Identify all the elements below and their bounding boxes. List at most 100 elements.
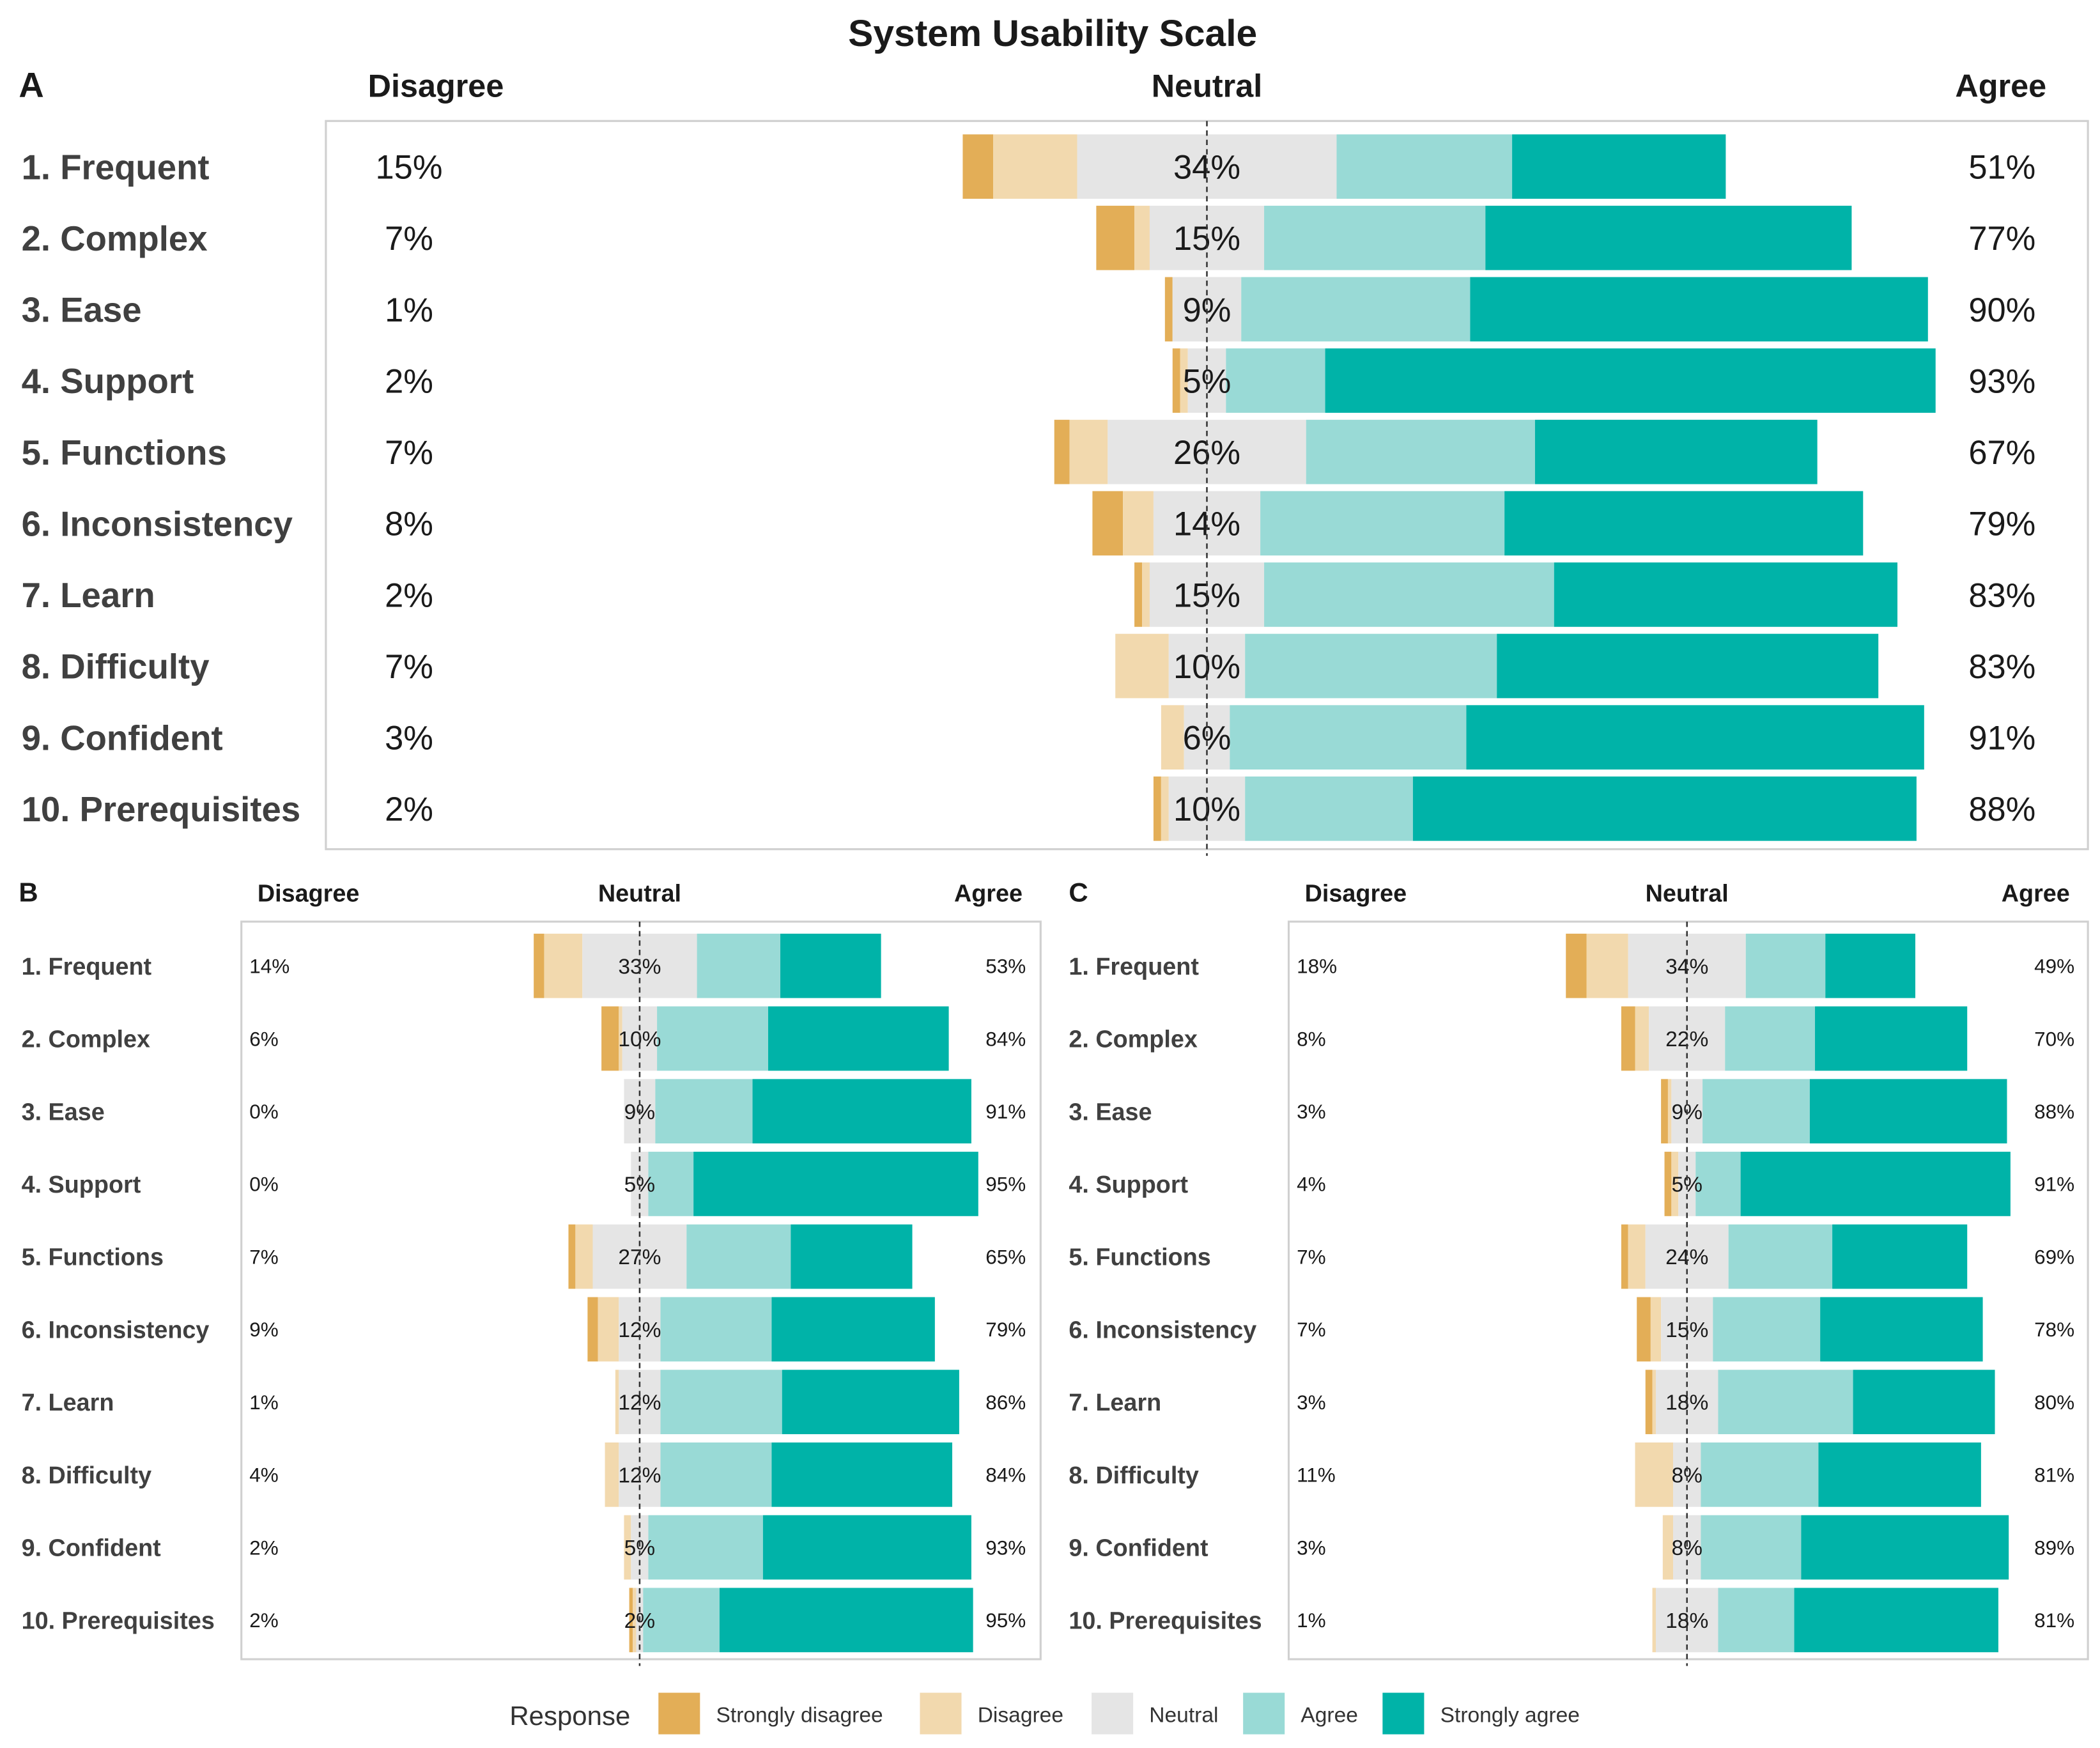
bar-row: 3. Ease 1% 9% 90% [22,277,2035,342]
bar-segment-d [1161,705,1184,770]
bar-segment-d [605,1442,619,1507]
legend-item-sa: Strongly agree [1382,1692,1580,1735]
disagree-percent: 3% [385,720,433,757]
bar-segment-sa [780,933,881,998]
bar-segment-sd [1621,1006,1635,1071]
bar-segment-a [648,1152,694,1216]
header-agree: Agree [1955,68,2046,104]
bar-segment-a [1745,933,1826,998]
panel-letter: B [19,878,38,908]
bar-segment-sa [1794,1588,1998,1653]
bar-segment-sa [1809,1079,2007,1144]
bar-segment-sa [1412,776,1917,841]
bar-segment-sa [1534,419,1818,484]
disagree-percent: 7% [1297,1319,1325,1341]
bar-segment-a [1718,1370,1853,1434]
disagree-percent: 0% [249,1101,278,1123]
category-label: 7. Learn [22,1389,114,1416]
agree-percent: 88% [1968,791,2035,828]
bar-segment-sa [782,1370,959,1434]
bar-segment-sd [1621,1224,1628,1289]
legend-item-n: Neutral [1092,1692,1218,1735]
bar-segment-sd [1172,348,1180,413]
agree-percent: 95% [985,1173,1026,1196]
disagree-percent: 3% [1297,1101,1325,1123]
legend: Response Strongly disagree Disagree Neutral… [509,1692,1580,1735]
neutral-percent: 27% [618,1246,661,1269]
agree-percent: 83% [1968,577,2035,614]
category-label: 4. Support [22,1172,141,1198]
disagree-percent: 7% [1297,1246,1325,1268]
bar-segment-a [1230,705,1467,770]
bar-segment-a [1701,1515,1802,1580]
bar-segment-d [1134,205,1150,270]
bar-segment-sa [1815,1006,1968,1071]
bar-segment-sd [1664,1152,1672,1216]
bar-segment-d [544,933,583,998]
bar-row: 1. Frequent 18% 34% 49% [1069,933,2074,998]
agree-percent: 67% [1968,435,2035,472]
category-label: 5. Functions [1069,1244,1210,1271]
bar-segment-sd [601,1006,619,1071]
bar-segment-a [1264,562,1554,627]
category-label: 3. Ease [1069,1099,1152,1125]
panel-letter: C [1069,878,1088,908]
bar-segment-sa [1853,1370,1995,1434]
bar-row: 4. Support 4% 5% 91% [1069,1152,2074,1216]
bar-segment-d [1142,562,1150,627]
disagree-percent: 1% [249,1391,278,1414]
bar-segment-a [1728,1224,1833,1289]
bar-segment-a [660,1297,772,1362]
bar-segment-d [615,1370,619,1434]
category-label: 8. Difficulty [22,1462,152,1489]
bar-segment-d [1667,1079,1672,1144]
agree-percent: 69% [2034,1246,2074,1268]
disagree-percent: 7% [385,220,433,258]
agree-percent: 53% [985,955,1026,978]
bar-segment-d [1635,1006,1649,1071]
disagree-percent: 0% [249,1173,278,1196]
bar-segment-a [660,1442,772,1507]
bar-segment-a [1226,348,1325,413]
disagree-percent: 8% [385,506,433,543]
bar-segment-sa [1832,1224,1968,1289]
bar-segment-sd [534,933,544,998]
header-agree: Agree [954,881,1023,908]
legend-label: Strongly disagree [716,1704,883,1728]
panel-c: C Disagree Neutral Agree 1. Frequent 18% 34% 49… [1069,878,2089,1666]
bar-segment-d [1635,1442,1674,1507]
header-agree: Agree [2002,881,2070,908]
bar-segment-sd [568,1224,576,1289]
bar-segment-d [1671,1152,1679,1216]
bar-segment-d [1069,419,1108,484]
bar-segment-a [1701,1442,1819,1507]
bar-segment-sa [791,1224,913,1289]
bar-segment-a [1713,1297,1821,1362]
disagree-percent: 14% [249,955,290,978]
bar-segment-d [1628,1224,1646,1289]
bar-row: 3. Ease 3% 9% 88% [1069,1079,2074,1144]
category-label: 7. Learn [1069,1389,1161,1416]
category-label: 9. Confident [22,718,223,757]
disagree-percent: 2% [249,1536,278,1559]
agree-percent: 77% [1968,220,2035,258]
bar-segment-sa [1504,491,1864,556]
bar-segment-sa [693,1152,978,1216]
agree-percent: 93% [1968,363,2035,400]
bar-segment-d [1180,348,1188,413]
category-label: 5. Functions [22,433,227,472]
bar-segment-d [1123,491,1154,556]
agree-percent: 49% [2034,955,2074,978]
category-label: 10. Prerequisites [22,790,301,829]
bar-segment-d [633,1588,637,1653]
bar-segment-sd [1054,419,1070,484]
bar-row: 7. Learn 1% 12% 86% [22,1370,1026,1434]
bar-segment-sd [1096,205,1135,270]
disagree-percent: 18% [1297,955,1337,978]
header-disagree: Disagree [1305,881,1407,908]
neutral-percent: 8% [1671,1536,1702,1560]
bar-segment-d [619,1006,622,1071]
bar-segment-d [1652,1588,1656,1653]
bar-segment-sa [1466,705,1924,770]
disagree-percent: 3% [1297,1391,1325,1414]
